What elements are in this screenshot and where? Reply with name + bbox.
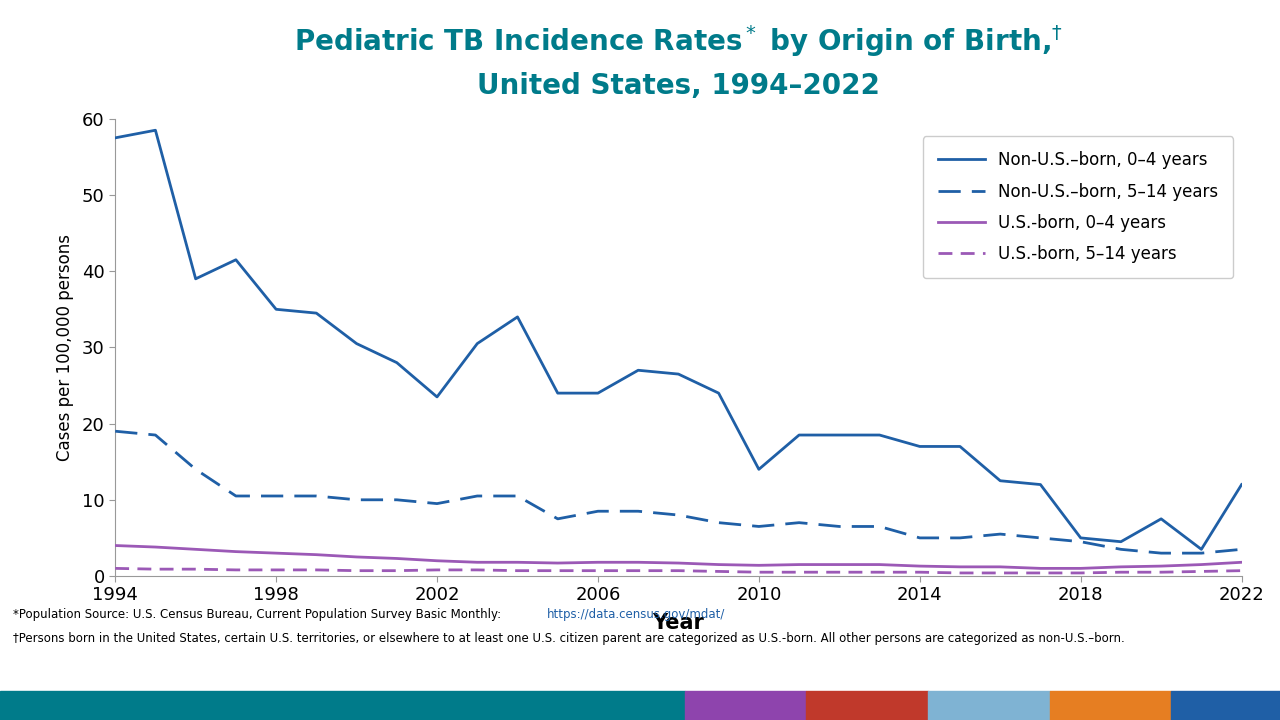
Title: Pediatric TB Incidence Rates$^*$ by Origin of Birth,$^{†}$
United States, 1994–2: Pediatric TB Incidence Rates$^*$ by Orig… xyxy=(294,23,1062,100)
X-axis label: Year: Year xyxy=(653,613,704,633)
Bar xyxy=(0,691,685,720)
Bar xyxy=(806,691,928,720)
Bar xyxy=(1171,691,1280,720)
Legend: Non-U.S.–born, 0–4 years, Non-U.S.–born, 5–14 years, U.S.-born, 0–4 years, U.S.-: Non-U.S.–born, 0–4 years, Non-U.S.–born,… xyxy=(923,136,1233,278)
Y-axis label: Cases per 100,000 persons: Cases per 100,000 persons xyxy=(56,234,74,461)
Bar xyxy=(685,691,806,720)
Text: *Population Source: U.S. Census Bureau, Current Population Survey Basic Monthly:: *Population Source: U.S. Census Bureau, … xyxy=(13,608,504,621)
Text: †Persons born in the United States, certain U.S. territories, or elsewhere to at: †Persons born in the United States, cert… xyxy=(13,632,1125,645)
Bar xyxy=(1050,691,1171,720)
Bar xyxy=(928,691,1050,720)
Text: https://data.census.gov/mdat/: https://data.census.gov/mdat/ xyxy=(547,608,726,621)
